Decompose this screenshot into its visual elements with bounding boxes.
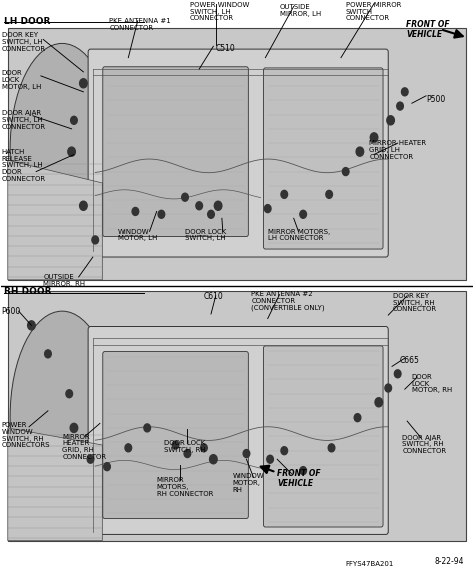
Text: C665: C665 xyxy=(400,356,420,365)
Text: POWER MIRROR
SWITCH
CONNECTOR: POWER MIRROR SWITCH CONNECTOR xyxy=(346,2,401,21)
Circle shape xyxy=(158,210,164,218)
Circle shape xyxy=(45,350,51,358)
Circle shape xyxy=(326,190,332,198)
Circle shape xyxy=(71,116,77,124)
Circle shape xyxy=(394,370,401,378)
Text: MIRROR
MOTORS,
RH CONNECTOR: MIRROR MOTORS, RH CONNECTOR xyxy=(156,477,213,497)
Text: 8-22-94: 8-22-94 xyxy=(434,557,464,566)
Polygon shape xyxy=(8,28,466,280)
Text: DOOR
LOCK
MOTOR, RH: DOOR LOCK MOTOR, RH xyxy=(412,374,452,393)
Text: MIRROR MOTORS,
LH CONNECTOR: MIRROR MOTORS, LH CONNECTOR xyxy=(268,228,330,242)
Text: DOOR AJAR
SWITCH, LH
CONNECTOR: DOOR AJAR SWITCH, LH CONNECTOR xyxy=(1,110,46,130)
Circle shape xyxy=(300,210,307,218)
Text: LH DOOR: LH DOOR xyxy=(4,17,51,26)
Text: POWER WINDOW
SWITCH, LH
CONNECTOR: POWER WINDOW SWITCH, LH CONNECTOR xyxy=(190,2,249,21)
Polygon shape xyxy=(8,291,466,541)
Circle shape xyxy=(281,190,288,198)
Circle shape xyxy=(125,444,132,452)
Text: OUTSIDE
MIRROR, RH: OUTSIDE MIRROR, RH xyxy=(43,274,85,287)
FancyBboxPatch shape xyxy=(264,346,383,527)
FancyBboxPatch shape xyxy=(264,68,383,249)
Circle shape xyxy=(375,398,383,407)
Text: DOOR LOCK
SWITCH, LH: DOOR LOCK SWITCH, LH xyxy=(185,228,226,242)
Text: HATCH
RELEASE
SWITCH, LH
DOOR
CONNECTOR: HATCH RELEASE SWITCH, LH DOOR CONNECTOR xyxy=(1,149,46,182)
Circle shape xyxy=(172,441,179,449)
Circle shape xyxy=(210,455,217,464)
Circle shape xyxy=(397,102,403,110)
Circle shape xyxy=(68,147,75,156)
Text: DOOR KEY
SWITCH, RH
CONNECTOR: DOOR KEY SWITCH, RH CONNECTOR xyxy=(393,293,437,312)
Text: DOOR
LOCK
MOTOR, LH: DOOR LOCK MOTOR, LH xyxy=(1,70,41,90)
Text: WINDOW
MOTOR, LH: WINDOW MOTOR, LH xyxy=(118,228,157,242)
Circle shape xyxy=(300,467,307,475)
Circle shape xyxy=(80,79,87,88)
Ellipse shape xyxy=(10,311,114,522)
Text: MIRROR
HEATER
GRID, RH
CONNECTOR: MIRROR HEATER GRID, RH CONNECTOR xyxy=(62,433,106,460)
Text: RH DOOR: RH DOOR xyxy=(4,287,52,296)
Text: OUTSIDE
MIRROR, LH: OUTSIDE MIRROR, LH xyxy=(280,4,321,17)
Text: WINDOW
MOTOR,
RH: WINDOW MOTOR, RH xyxy=(232,473,264,493)
Circle shape xyxy=(196,202,202,210)
Text: P500: P500 xyxy=(426,95,445,104)
Circle shape xyxy=(87,455,94,463)
Circle shape xyxy=(401,88,408,96)
Circle shape xyxy=(356,147,364,156)
Text: MIRROR HEATER
GRID, LH
CONNECTOR: MIRROR HEATER GRID, LH CONNECTOR xyxy=(369,140,427,160)
FancyBboxPatch shape xyxy=(103,352,248,518)
Circle shape xyxy=(182,193,188,201)
Text: FRONT OF
VEHICLE: FRONT OF VEHICLE xyxy=(277,469,321,488)
Circle shape xyxy=(66,390,73,398)
Text: C610: C610 xyxy=(204,292,224,301)
Circle shape xyxy=(281,447,288,455)
Circle shape xyxy=(70,423,78,432)
Circle shape xyxy=(184,449,191,457)
Circle shape xyxy=(104,463,110,471)
Text: P600: P600 xyxy=(1,307,21,316)
Text: C510: C510 xyxy=(216,44,236,53)
FancyBboxPatch shape xyxy=(103,67,248,236)
Text: FFYS47BA201: FFYS47BA201 xyxy=(346,561,394,567)
Text: POWER
WINDOW
SWITCH, RH
CONNECTORS: POWER WINDOW SWITCH, RH CONNECTORS xyxy=(1,422,50,448)
Circle shape xyxy=(267,455,273,463)
Circle shape xyxy=(243,449,250,457)
Circle shape xyxy=(385,384,392,392)
Polygon shape xyxy=(8,428,102,541)
Circle shape xyxy=(80,201,87,210)
Text: DOOR AJAR
SWITCH, RH
CONNECTOR: DOOR AJAR SWITCH, RH CONNECTOR xyxy=(402,435,447,455)
FancyBboxPatch shape xyxy=(88,327,388,534)
Circle shape xyxy=(27,321,35,330)
Circle shape xyxy=(354,413,361,421)
Circle shape xyxy=(328,444,335,452)
Circle shape xyxy=(144,424,151,432)
Text: FRONT OF
VEHICLE: FRONT OF VEHICLE xyxy=(406,20,450,39)
Text: PKE ANTENNA #1
CONNECTOR: PKE ANTENNA #1 CONNECTOR xyxy=(109,18,171,30)
Text: DOOR LOCK
SWITCH, RH: DOOR LOCK SWITCH, RH xyxy=(164,440,205,453)
Circle shape xyxy=(208,210,214,218)
Circle shape xyxy=(370,133,378,142)
Circle shape xyxy=(387,116,394,125)
Ellipse shape xyxy=(10,43,114,254)
Circle shape xyxy=(342,168,349,175)
Circle shape xyxy=(214,201,222,210)
Polygon shape xyxy=(8,160,102,280)
Text: PKE ANTENNA #2
CONNECTOR
(CONVERTIBLE ONLY): PKE ANTENNA #2 CONNECTOR (CONVERTIBLE ON… xyxy=(251,291,325,311)
Text: DOOR KEY
SWITCH, LH
CONNECTOR: DOOR KEY SWITCH, LH CONNECTOR xyxy=(1,32,46,51)
Circle shape xyxy=(264,204,271,212)
FancyBboxPatch shape xyxy=(88,49,388,257)
Circle shape xyxy=(92,236,99,244)
Circle shape xyxy=(201,444,207,452)
Circle shape xyxy=(132,207,139,215)
